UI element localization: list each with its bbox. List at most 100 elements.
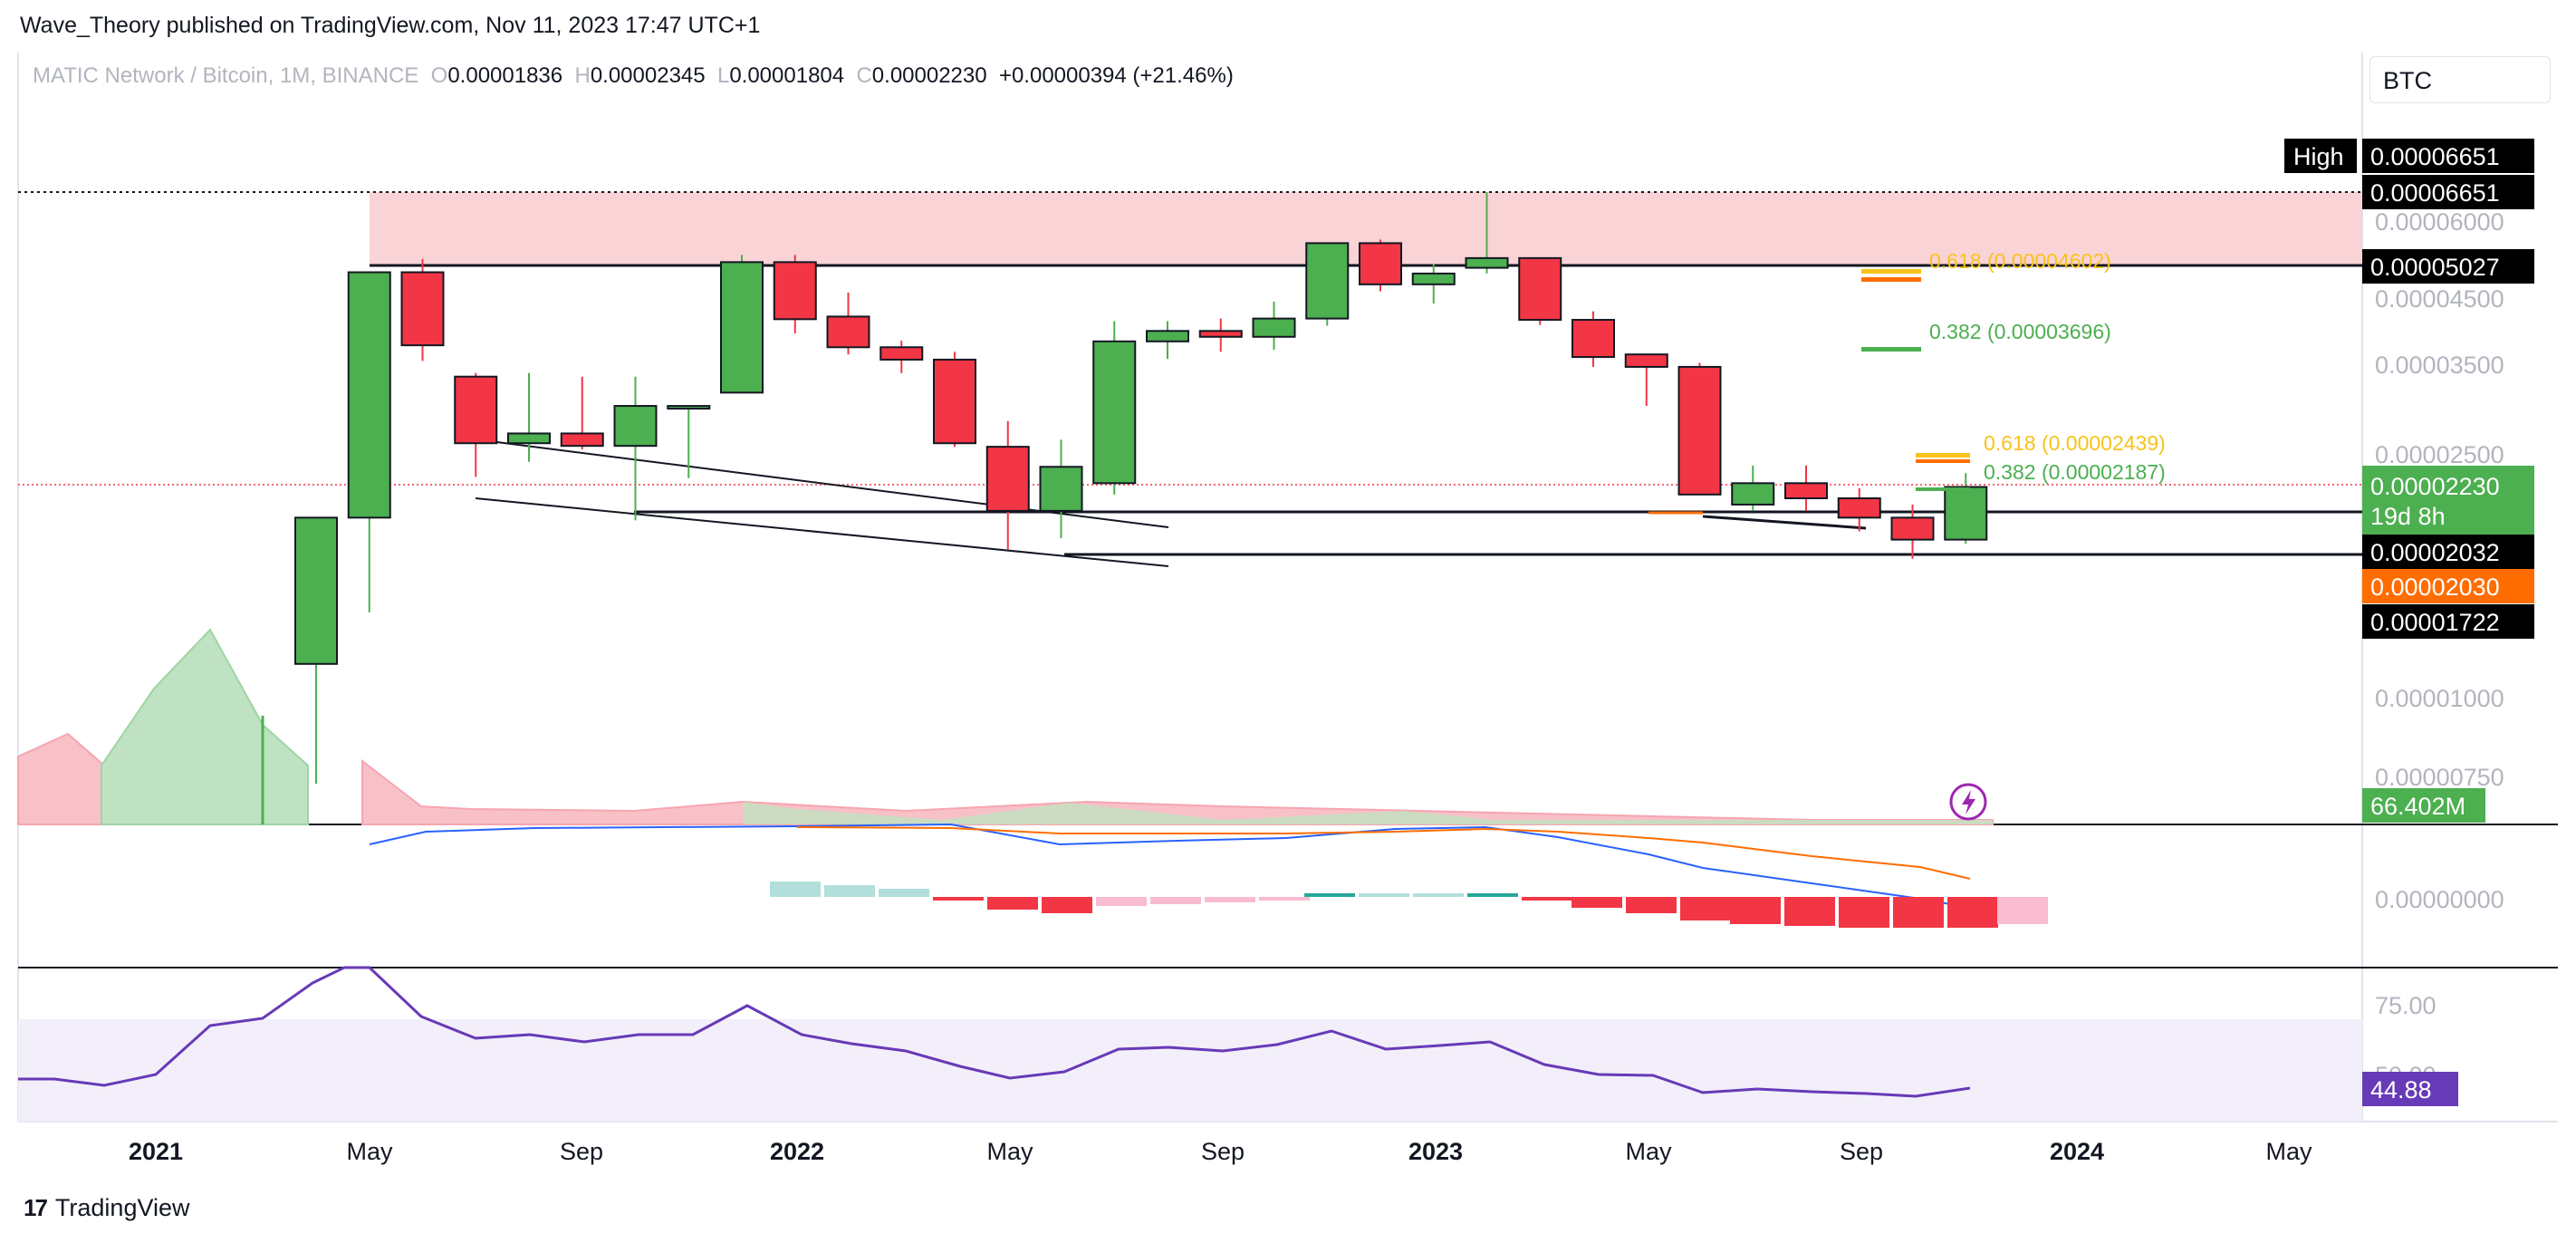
candle-down bbox=[985, 446, 1030, 512]
time-label: 2024 bbox=[2050, 1138, 2104, 1165]
candle-up bbox=[1146, 330, 1189, 342]
macd-axis-label: 0.00000000 bbox=[2375, 886, 2504, 913]
price-label-high: 0.00006651 bbox=[2370, 143, 2500, 170]
price-tick: 0.00001000 bbox=[2375, 685, 2504, 712]
current-price-box bbox=[2362, 466, 2534, 535]
price-label-box bbox=[2362, 535, 2534, 569]
candle-down bbox=[1837, 497, 1881, 519]
macd-histogram-bar bbox=[1304, 893, 1355, 897]
fib-marker-0382-lower bbox=[1916, 487, 1970, 491]
high-label: H bbox=[574, 63, 591, 88]
price-label-00002032: 0.00002032 bbox=[2370, 539, 2500, 566]
candle-up bbox=[1039, 466, 1083, 512]
candle-down bbox=[1198, 330, 1243, 338]
price-label-box bbox=[2362, 139, 2534, 173]
time-label: May bbox=[346, 1138, 393, 1165]
price-change: +0.00000394 (+21.46%) bbox=[998, 63, 1234, 88]
time-label: 2021 bbox=[129, 1138, 183, 1165]
candle-down bbox=[400, 271, 445, 347]
price-tick: 0.00002500 bbox=[2375, 441, 2504, 468]
candle-up bbox=[613, 405, 658, 448]
time-label: 2023 bbox=[1408, 1138, 1463, 1165]
candle-down bbox=[1518, 256, 1562, 322]
footer-brand-text: TradingView bbox=[54, 1194, 190, 1221]
fib-label-0618-lower: 0.618 (0.00002439) bbox=[1984, 431, 2166, 455]
time-label: May bbox=[986, 1138, 1033, 1165]
rsi-band bbox=[18, 1019, 2362, 1122]
candle-down bbox=[773, 261, 817, 321]
candle-down bbox=[560, 432, 604, 448]
volume-area-up bbox=[101, 628, 309, 825]
macd-histogram-bar bbox=[1730, 897, 1781, 924]
symbol-name: MATIC Network / Bitcoin, 1M, BINANCE bbox=[33, 63, 419, 88]
price-label-00005027: 0.00005027 bbox=[2370, 254, 2500, 281]
candlestick-series bbox=[294, 192, 1988, 784]
macd-histogram-bar bbox=[1359, 893, 1409, 897]
close-value: 0.00002230 bbox=[871, 63, 987, 88]
fib-label-0618-upper: 0.618 (0.00004602) bbox=[1929, 249, 2111, 273]
lightning-icon[interactable] bbox=[1949, 783, 1987, 821]
trendline-recent bbox=[1702, 515, 1867, 530]
trendline-lower bbox=[475, 497, 1169, 567]
fib-marker-0618-upper-orange bbox=[1861, 277, 1921, 282]
rsi-level-75: 75.00 bbox=[2375, 992, 2437, 1019]
candle-down bbox=[1677, 365, 1722, 496]
volume-area-tail-green bbox=[743, 802, 1993, 824]
price-label-00002030: 0.00002030 bbox=[2370, 573, 2500, 601]
candle-down bbox=[454, 375, 498, 445]
candle-up bbox=[1411, 272, 1456, 285]
macd-histogram-bar bbox=[1042, 897, 1092, 913]
candle-countdown: 19d 8h bbox=[2370, 503, 2446, 530]
macd-histogram-bar bbox=[1522, 897, 1572, 901]
trendline-upper bbox=[475, 438, 1169, 528]
currency-selector[interactable]: BTC bbox=[2369, 56, 2551, 103]
tradingview-logo-icon: 17 bbox=[24, 1194, 48, 1221]
candle-up bbox=[667, 405, 711, 410]
candle-down bbox=[1572, 319, 1615, 359]
macd-histogram-bar bbox=[1680, 897, 1731, 920]
price-tick: 0.00004500 bbox=[2375, 285, 2504, 313]
low-value: 0.00001804 bbox=[729, 63, 845, 88]
candle-up bbox=[1465, 256, 1509, 269]
candle-up bbox=[1305, 242, 1350, 320]
candle-up bbox=[1092, 340, 1137, 485]
macd-histogram-bar bbox=[1839, 897, 1889, 928]
publisher-caption: Wave_Theory published on TradingView.com… bbox=[20, 13, 761, 38]
macd-histogram-bar bbox=[879, 889, 929, 897]
volume-label: 66.402M bbox=[2370, 793, 2465, 820]
footer-brand: 17 TradingView bbox=[24, 1194, 190, 1222]
time-label: May bbox=[1625, 1138, 1672, 1165]
close-label: C bbox=[856, 63, 872, 88]
rsi-line bbox=[18, 966, 1971, 1098]
candle-down bbox=[826, 315, 870, 349]
macd-histogram-bar bbox=[1572, 897, 1622, 908]
price-tick: 0.00003500 bbox=[2375, 352, 2504, 379]
candle-up bbox=[720, 261, 764, 394]
candle-down bbox=[879, 346, 924, 361]
macd-histogram-bar bbox=[1205, 897, 1255, 902]
symbol-legend: MATIC Network / Bitcoin, 1M, BINANCE O 0.… bbox=[33, 63, 1234, 89]
macd-histogram-bar bbox=[1413, 893, 1464, 897]
candle-up bbox=[1252, 317, 1296, 338]
macd-histogram-bar bbox=[987, 897, 1038, 910]
price-label-box bbox=[2362, 175, 2534, 209]
price-label-box bbox=[2362, 249, 2534, 284]
macd-histogram-bar bbox=[770, 882, 821, 897]
open-label: O bbox=[430, 63, 448, 88]
macd-histogram-bar bbox=[933, 897, 984, 901]
macd-histogram-bar bbox=[824, 885, 875, 897]
high-value: 0.00002345 bbox=[590, 63, 706, 88]
low-label: L bbox=[716, 63, 730, 88]
fib-marker-0618-lower bbox=[1916, 453, 1970, 458]
candle-up bbox=[1944, 486, 1988, 541]
macd-signal-line bbox=[796, 826, 1971, 880]
macd-histogram-bar bbox=[1259, 897, 1310, 901]
candle-down bbox=[1359, 242, 1402, 285]
candle-up bbox=[347, 271, 391, 519]
price-label-00006651: 0.00006651 bbox=[2370, 179, 2500, 207]
candle-down bbox=[933, 358, 976, 445]
price-label-00001722: 0.00001722 bbox=[2370, 609, 2500, 636]
time-label: May bbox=[2265, 1138, 2312, 1165]
macd-histogram-bar bbox=[1947, 897, 1998, 928]
